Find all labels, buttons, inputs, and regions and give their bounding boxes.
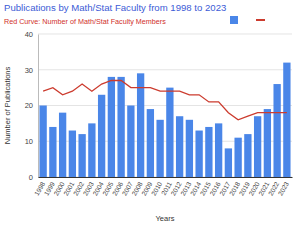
grid [38,34,292,177]
bar [147,109,154,177]
bar [98,95,105,177]
grid-line [38,141,292,142]
bar [88,123,95,177]
legend [230,16,265,24]
y-tick-label: 40 [25,30,33,39]
bar [166,88,173,177]
plot: 0 10 20 30 40 1998199920002001200220032004200… [25,30,293,197]
bar [156,120,163,177]
bar [108,77,115,177]
y-tick: 0 [29,173,38,182]
chart: Publications by Math/Stat Faculty from 1… [0,0,300,225]
x-tick: 2023 [277,177,291,197]
bar [176,116,183,177]
bar [186,120,193,177]
grid-line [38,69,292,70]
bar [127,106,134,178]
x-axis-title: Years [156,214,175,223]
y-tick-label: 20 [25,101,33,110]
marks [39,63,290,177]
y-tick: 30 [25,66,38,75]
bar [205,127,212,177]
subtitle: Red Curve: Number of Math/Stat Faculty M… [4,17,166,26]
bar [215,123,222,177]
bar [117,77,124,177]
x-axis-line [39,177,293,178]
y-tick: 10 [25,137,38,146]
bar [49,127,56,177]
legend-swatch [230,16,238,24]
bar [195,131,202,177]
bar [39,106,46,178]
bar [254,116,261,177]
bar [59,113,66,177]
y-tick-label: 0 [29,173,33,182]
bar [264,109,271,177]
y-tick: 40 [25,30,38,39]
bar [273,84,280,177]
bar [283,63,290,177]
bar [234,138,241,177]
y-tick: 20 [25,101,38,110]
x-tick-label: 2023 [277,180,291,196]
bar [69,131,76,177]
grid-line [38,34,292,35]
y-axis: 0 10 20 30 40 [25,30,39,182]
line [43,80,287,119]
bar [244,134,251,177]
x-axis: 1998199920002001200220032004200520062007… [33,177,293,197]
grid-line [38,177,292,178]
legend-swatch [256,19,265,21]
y-tick-label: 30 [25,66,33,75]
bar [225,148,232,177]
bar [78,134,85,177]
y-axis-line [38,35,39,178]
title: Publications by Math/Stat Faculty from 1… [4,2,226,13]
y-tick-label: 10 [25,137,33,146]
bar [137,73,144,177]
y-axis-title: Number of Publications [3,66,12,144]
grid-line [38,105,292,106]
